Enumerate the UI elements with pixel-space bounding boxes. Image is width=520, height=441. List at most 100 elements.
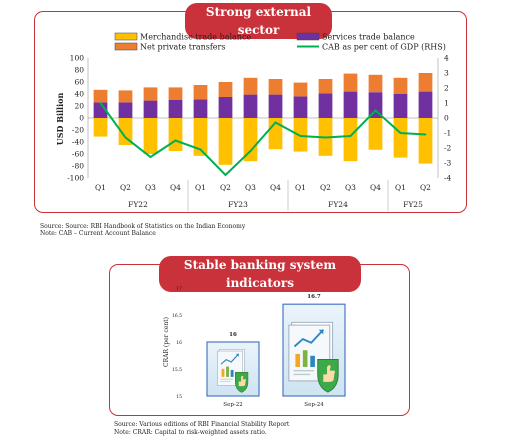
y-tick-label: -40	[72, 138, 84, 147]
bar-services-trade-balance	[118, 102, 133, 118]
y2-tick-label: 3	[444, 69, 449, 78]
bar-merchandise-trade-balance	[93, 118, 108, 137]
bar-services-trade-balance	[218, 97, 233, 118]
legend-label-services: Services trade balance	[322, 33, 415, 42]
bar-net-private-transfers	[343, 73, 358, 92]
bar-net-private-transfers	[93, 89, 108, 103]
y2-tick-label: 1	[444, 99, 449, 108]
bar-net-private-transfers	[368, 74, 383, 93]
cab-point	[399, 132, 402, 134]
legend-swatch-services	[296, 32, 320, 41]
x-tick-label: Q3	[145, 183, 156, 192]
x-tick-label: Q3	[245, 183, 256, 192]
bar-merchandise-trade-balance	[243, 118, 258, 162]
x-tick-label: Q2	[420, 183, 431, 192]
x-group-label: FY25	[403, 200, 423, 209]
crar-y-tick-label: 16.5	[172, 313, 182, 319]
cab-point	[174, 139, 177, 142]
y2-tick-label: -2	[444, 144, 452, 153]
crar-x-tick-label: Sep-22	[223, 402, 242, 408]
y-tick-label: 60	[74, 78, 84, 87]
bar-merchandise-trade-balance	[343, 118, 358, 162]
y-axis-title: USD Billion	[55, 93, 65, 146]
crar-y-axis-title: CRAR (per cent)	[163, 317, 170, 367]
y2-tick-label: -4	[444, 174, 452, 183]
x-tick-label: Q3	[345, 183, 356, 192]
bar-merchandise-trade-balance	[393, 118, 408, 158]
bar-merchandise-trade-balance	[218, 118, 233, 165]
bar-net-private-transfers	[293, 82, 308, 97]
x-group-label: FY24	[328, 200, 348, 209]
cab-point	[374, 109, 377, 112]
x-tick-label: Q1	[395, 183, 406, 192]
x-tick-label: Q4	[370, 183, 381, 192]
bar-services-trade-balance	[343, 91, 358, 118]
bar-merchandise-trade-balance	[143, 118, 158, 154]
bar-services-trade-balance	[418, 91, 433, 118]
x-tick-label: Q2	[220, 183, 231, 192]
y-tick-label: 80	[74, 66, 84, 75]
bar-services-trade-balance	[243, 94, 258, 118]
x-tick-label: Q1	[195, 183, 206, 192]
cab-point	[99, 102, 102, 104]
bar-net-private-transfers	[218, 82, 233, 97]
panel1-note: Note: CAB – Current Account Balance	[40, 230, 156, 237]
crar-y-tick-label: 15.5	[172, 367, 182, 373]
x-group-label: FY22	[128, 200, 148, 209]
bar-merchandise-trade-balance	[418, 118, 433, 164]
panel1-source: Source: Source: RBI Handbook of Statisti…	[40, 223, 246, 230]
legend-swatch-merchandise	[114, 32, 138, 41]
cab-chart: Merchandise trade balance Net private tr…	[55, 32, 452, 211]
legend-label-transfers: Net private transfers	[140, 43, 225, 52]
bar-net-private-transfers	[418, 73, 433, 92]
bar-services-trade-balance	[168, 100, 183, 118]
y-tick-label: -20	[72, 126, 84, 135]
x-group-label: FY23	[228, 200, 248, 209]
cab-point	[299, 135, 302, 137]
legend-swatch-transfers	[114, 42, 138, 51]
bar-services-trade-balance	[293, 96, 308, 118]
bar-net-private-transfers	[168, 87, 183, 100]
x-tick-label: Q4	[270, 183, 281, 192]
x-tick-label: Q1	[295, 183, 306, 192]
y-tick-label: 100	[70, 54, 85, 63]
y-tick-label: 20	[74, 102, 84, 111]
cab-point	[224, 174, 227, 176]
bar-merchandise-trade-balance	[368, 118, 383, 150]
x-tick-label: Q2	[320, 183, 331, 192]
y2-tick-label: 0	[444, 114, 449, 123]
crar-y-tick-label: 15	[176, 394, 182, 400]
bar-net-private-transfers	[118, 90, 133, 103]
y-tick-label: -100	[67, 174, 84, 183]
chart1-legend: Merchandise trade balance Net private tr…	[114, 32, 446, 52]
bar-services-trade-balance	[393, 94, 408, 118]
y-tick-label: -80	[72, 162, 84, 171]
bar-net-private-transfers	[318, 79, 333, 94]
bar-net-private-transfers	[193, 85, 208, 100]
y2-tick-label: 4	[444, 54, 449, 63]
panel2-source: Source: Various editions of RBI Financia…	[114, 421, 290, 428]
cab-line	[99, 102, 426, 177]
x-tick-label: Q1	[95, 183, 106, 192]
y-tick-label: -60	[72, 150, 84, 159]
bar-merchandise-trade-balance	[193, 118, 208, 156]
crar-value-label: 16	[229, 332, 237, 338]
bar-services-trade-balance	[193, 99, 208, 118]
y-tick-label: 0	[79, 114, 84, 123]
legend-label-cab: CAB as per cent of GDP (RHS)	[322, 43, 446, 52]
cab-point	[149, 156, 152, 158]
cab-point	[424, 133, 427, 136]
y2-tick-label: -1	[444, 129, 451, 138]
cab-point	[274, 121, 277, 124]
cab-point	[199, 148, 202, 151]
bar-net-private-transfers	[393, 77, 408, 94]
cab-point	[349, 135, 352, 137]
legend-label-merchandise: Merchandise trade balance	[140, 33, 251, 42]
x-tick-label: Q2	[120, 183, 131, 192]
cab-point	[324, 136, 327, 139]
crar-x-tick-label: Sep-24	[304, 402, 324, 408]
x-tick-label: Q4	[170, 183, 181, 192]
crar-value-label: 16.7	[307, 294, 321, 300]
bar-services-trade-balance	[268, 94, 283, 118]
